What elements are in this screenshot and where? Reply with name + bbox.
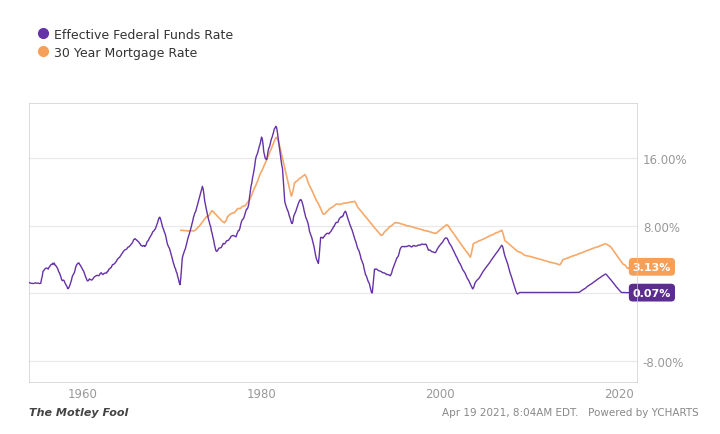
Text: 3.13%: 3.13% xyxy=(633,262,671,272)
Legend: Effective Federal Funds Rate, 30 Year Mortgage Rate: Effective Federal Funds Rate, 30 Year Mo… xyxy=(35,24,238,65)
Text: Apr 19 2021, 8:04AM EDT.   Powered by YCHARTS: Apr 19 2021, 8:04AM EDT. Powered by YCHA… xyxy=(441,407,698,417)
Text: The Motley Fool: The Motley Fool xyxy=(29,407,128,417)
Text: 0.07%: 0.07% xyxy=(633,288,671,298)
